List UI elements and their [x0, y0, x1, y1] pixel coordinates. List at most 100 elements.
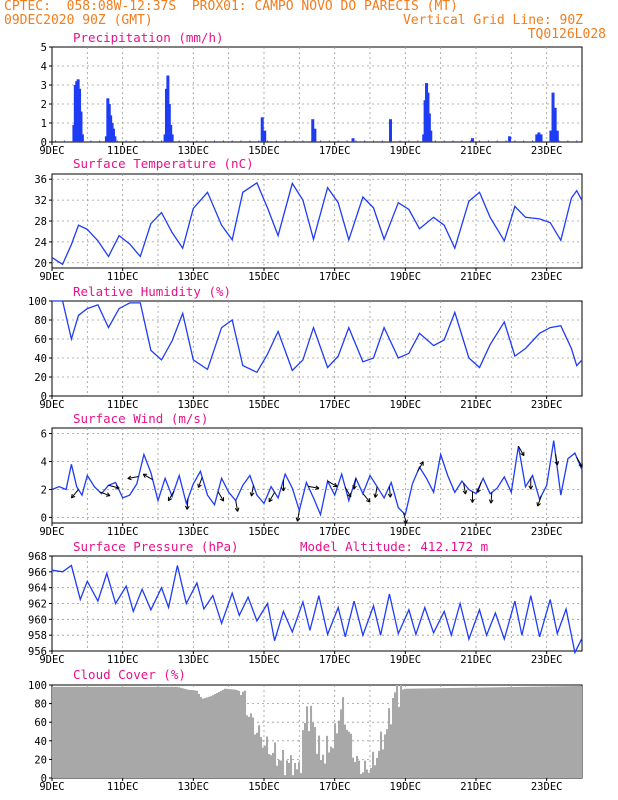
series-line — [52, 300, 583, 374]
cloud-bar — [322, 754, 325, 778]
cloud-bar — [220, 690, 223, 778]
precip-trace — [549, 140, 551, 142]
cloud-bar — [422, 688, 425, 778]
cloud-bar — [406, 688, 409, 778]
cloud-bar — [522, 686, 525, 778]
cloud-bar — [346, 729, 349, 778]
precip-trace — [55, 140, 57, 142]
cloud-bar — [166, 686, 169, 778]
panel-title: Surface Pressure (hPa) — [73, 539, 239, 554]
x-tick-label: 13DEC — [178, 654, 210, 666]
cloud-bar — [324, 763, 327, 778]
precip-trace — [417, 140, 419, 142]
cloud-bar — [526, 686, 529, 778]
cloud-bar — [476, 687, 479, 778]
cloud-bar — [508, 687, 511, 778]
series-line — [51, 564, 583, 655]
cloud-bar — [430, 688, 433, 778]
y-tick-label: 60 — [34, 334, 47, 346]
wind-arrow — [127, 475, 139, 481]
x-tick-label: 15DEC — [248, 271, 280, 283]
cloud-bar — [472, 687, 475, 778]
y-tick-label: 958 — [28, 630, 47, 642]
precip-bar — [508, 136, 512, 142]
precip-bar — [170, 134, 174, 142]
cloud-bar — [506, 687, 509, 778]
x-tick-label: 9DEC — [39, 145, 64, 157]
cloud-bar — [464, 687, 467, 778]
precip-bar — [313, 128, 317, 142]
cloud-bar — [152, 686, 155, 778]
x-tick-label: 9DEC — [39, 526, 64, 538]
x-tick-label: 19DEC — [390, 526, 422, 538]
wind-arrow — [387, 486, 393, 498]
cloud-bar — [300, 773, 303, 778]
cloud-bar — [208, 696, 211, 778]
cloud-bar — [156, 686, 159, 778]
panel-frame — [51, 46, 583, 143]
cloud-bar — [108, 686, 111, 778]
cloud-bar — [196, 690, 199, 778]
cloud-bar — [210, 696, 213, 778]
wind-arrow — [327, 480, 338, 488]
cloud-bar — [184, 688, 187, 778]
precip-trace — [81, 140, 83, 142]
x-tick-label: 11DEC — [107, 399, 139, 411]
cloud-bar — [454, 687, 457, 778]
cloud-bar — [120, 686, 123, 778]
x-tick-label: 19DEC — [390, 399, 422, 411]
cloud-bar — [122, 686, 125, 778]
precip-trace — [496, 140, 498, 142]
precip-trace — [390, 140, 392, 142]
cloud-bar — [562, 686, 565, 778]
cloud-bar — [378, 750, 381, 778]
cloud-bar — [394, 692, 397, 778]
wind-arrow — [268, 492, 276, 503]
x-tick-label: 23DEC — [531, 271, 563, 283]
cloud-bar — [336, 733, 339, 778]
cloud-bar — [412, 688, 415, 778]
cloud-bar — [524, 686, 527, 778]
cloud-bar — [138, 686, 141, 778]
x-tick-label: 17DEC — [319, 271, 351, 283]
y-tick-label: 24 — [34, 237, 47, 249]
precip-trace — [311, 140, 313, 142]
cloud-bar — [466, 687, 469, 778]
panel-title: Surface Wind (m/s) — [73, 411, 208, 426]
precip-trace — [161, 140, 163, 142]
cloud-bar — [96, 686, 99, 778]
cloud-bar — [284, 775, 287, 778]
wind-arrow — [281, 480, 286, 492]
cloud-bar — [180, 687, 183, 778]
cloud-bar — [202, 698, 205, 778]
y-tick-label: 4 — [41, 61, 47, 73]
cloud-bar — [368, 772, 371, 778]
cloud-bar — [504, 687, 507, 778]
cloud-bar — [236, 690, 239, 778]
x-tick-label: 11DEC — [107, 271, 139, 283]
cloud-bar — [72, 686, 75, 778]
precip-trace — [346, 140, 348, 142]
cloud-bar — [106, 686, 109, 778]
cloud-bar — [452, 687, 455, 778]
precip-trace — [143, 140, 145, 142]
cloud-bar — [434, 688, 437, 778]
wind-arrow — [373, 486, 379, 498]
cloud-bar — [356, 755, 359, 778]
cloud-bar — [360, 773, 363, 778]
precip-bar — [470, 138, 474, 142]
cloud-bar — [214, 694, 217, 778]
precip-trace — [302, 140, 304, 142]
cloud-bar — [264, 745, 267, 778]
cloud-bar — [362, 772, 365, 778]
y-tick-label: 100 — [28, 296, 47, 308]
x-tick-label: 23DEC — [531, 145, 563, 157]
wind-arrow — [576, 457, 583, 468]
cloud-bar — [372, 751, 375, 778]
cloud-bar — [186, 689, 189, 778]
cloud-bar — [540, 686, 543, 778]
cloud-bar — [558, 686, 561, 778]
x-tick-label: 21DEC — [460, 145, 492, 157]
cloud-bar — [344, 724, 347, 778]
cloud-bar — [328, 752, 331, 778]
